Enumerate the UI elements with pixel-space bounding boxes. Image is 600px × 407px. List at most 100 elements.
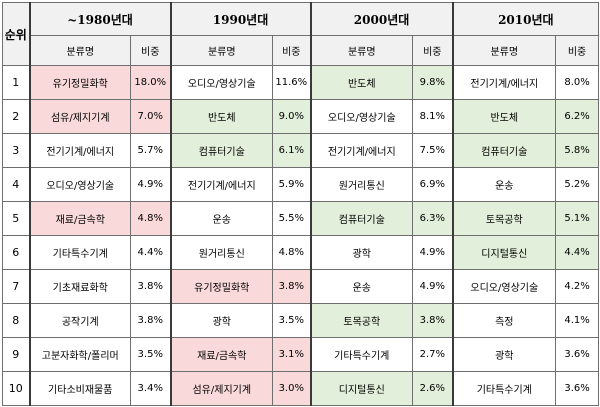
category-cell: 광학 [451, 337, 557, 372]
category-cell: 운송 [309, 269, 414, 304]
category-cell: 컴퓨터기술 [309, 201, 414, 236]
rank-cell: 4 [2, 167, 30, 202]
share-header: 비중 [129, 35, 172, 66]
share-cell: 3.8% [272, 269, 312, 304]
category-cell: 재료/금속학 [169, 337, 274, 372]
category-cell: 원거리통신 [309, 167, 414, 202]
column-header-row: 분류명 비중 분류명 비중 분류명 비중 분류명 비중 [3, 35, 600, 66]
rank-header: 순위 [2, 2, 30, 66]
share-cell: 18.0% [129, 65, 172, 100]
table-row: 4 오디오/영상기술 4.9% 전기기계/에너지 5.9% 원거리통신 6.9% 운송 5.2% [2, 167, 600, 202]
category-cell: 반도체 [451, 99, 557, 134]
category-cell: 오디오/영상기술 [451, 269, 557, 304]
share-cell: 11.6% [272, 65, 312, 100]
share-cell: 3.1% [272, 337, 312, 372]
rank-cell: 1 [2, 65, 30, 100]
category-cell: 디지털통신 [309, 371, 414, 406]
category-cell: 전기기계/에너지 [28, 133, 131, 168]
share-cell: 8.1% [412, 99, 454, 134]
share-cell: 5.2% [555, 167, 600, 202]
share-cell: 4.1% [555, 303, 600, 338]
share-header: 비중 [412, 35, 454, 66]
share-cell: 6.1% [272, 133, 312, 168]
category-cell: 전기기계/에너지 [169, 167, 274, 202]
table-body: 1 유기정밀화학 18.0% 오디오/영상기술 11.6% 반도체 9.8% 전기기계/에너지… [2, 65, 600, 406]
table-row: 10 기타소비재물품 3.4% 섬유/제지기계 3.0% 디지털통신 2.6% 기타특수기계 3… [2, 371, 600, 406]
category-cell: 원거리통신 [169, 235, 274, 270]
category-cell: 섬유/제지기계 [169, 371, 274, 406]
decade-header-1980s: ~1980년대 [28, 2, 172, 36]
share-cell: 4.4% [129, 235, 172, 270]
table-row: 6 기타특수기계 4.4% 원거리통신 4.8% 광학 4.9% 디지털통신 4.4% [2, 235, 600, 270]
category-cell: 유기정밀화학 [28, 65, 131, 100]
category-cell: 광학 [169, 303, 274, 338]
category-cell: 기타특수기계 [28, 235, 131, 270]
decade-header-2010s: 2010년대 [451, 2, 600, 36]
category-cell: 측정 [451, 303, 557, 338]
share-cell: 6.9% [412, 167, 454, 202]
category-cell: 기타특수기계 [309, 337, 414, 372]
category-cell: 토목공학 [309, 303, 414, 338]
rank-cell: 3 [2, 133, 30, 168]
share-header: 비중 [555, 35, 600, 66]
category-cell: 전기기계/에너지 [309, 133, 414, 168]
share-cell: 5.5% [272, 201, 312, 236]
category-cell: 섬유/제지기계 [28, 99, 131, 134]
share-cell: 3.5% [129, 337, 172, 372]
rank-cell: 10 [2, 371, 30, 406]
table-row: 7 기초재료화학 3.8% 유기정밀화학 3.8% 운송 4.9% 오디오/영상기술 4.2% [2, 269, 600, 304]
share-cell: 3.0% [272, 371, 312, 406]
share-cell: 4.4% [555, 235, 600, 270]
share-cell: 4.9% [412, 269, 454, 304]
share-cell: 5.1% [555, 201, 600, 236]
category-cell: 컴퓨터기술 [169, 133, 274, 168]
share-cell: 7.5% [412, 133, 454, 168]
category-cell: 공작기계 [28, 303, 131, 338]
rank-cell: 9 [2, 337, 30, 372]
category-cell: 반도체 [309, 65, 414, 100]
decade-header-row: 순위 ~1980년대 1990년대 2000년대 2010년대 [2, 2, 600, 66]
share-cell: 8.0% [555, 65, 600, 100]
category-cell: 운송 [169, 201, 274, 236]
table-row: 2 섬유/제지기계 7.0% 반도체 9.0% 오디오/영상기술 8.1% 반도체 6.2% [2, 99, 600, 134]
category-cell: 기타특수기계 [451, 371, 557, 406]
category-header: 분류명 [451, 35, 557, 66]
category-cell: 오디오/영상기술 [169, 65, 274, 100]
share-cell: 4.8% [129, 201, 172, 236]
share-cell: 4.8% [272, 235, 312, 270]
table-row: 1 유기정밀화학 18.0% 오디오/영상기술 11.6% 반도체 9.8% 전기기계/에너지… [2, 65, 600, 100]
category-cell: 토목공학 [451, 201, 557, 236]
category-cell: 컴퓨터기술 [451, 133, 557, 168]
share-cell: 5.7% [129, 133, 172, 168]
share-cell: 6.3% [412, 201, 454, 236]
share-cell: 9.0% [272, 99, 312, 134]
share-cell: 4.9% [412, 235, 454, 270]
share-cell: 4.9% [129, 167, 172, 202]
category-cell: 전기기계/에너지 [451, 65, 557, 100]
table-row: 5 재료/금속학 4.8% 운송 5.5% 컴퓨터기술 6.3% 토목공학 5.1% [2, 201, 600, 236]
category-cell: 오디오/영상기술 [28, 167, 131, 202]
share-cell: 3.8% [129, 269, 172, 304]
category-cell: 오디오/영상기술 [309, 99, 414, 134]
share-header: 비중 [272, 35, 312, 66]
rank-cell: 2 [2, 99, 30, 134]
category-cell: 재료/금속학 [28, 201, 131, 236]
category-cell: 기초재료화학 [28, 269, 131, 304]
table-row: 8 공작기계 3.8% 광학 3.5% 토목공학 3.8% 측정 4.1% [2, 303, 600, 338]
share-cell: 9.8% [412, 65, 454, 100]
category-cell: 유기정밀화학 [169, 269, 274, 304]
rank-cell: 8 [2, 303, 30, 338]
share-cell: 7.0% [129, 99, 172, 134]
share-cell: 3.8% [129, 303, 172, 338]
category-cell: 기타소비재물품 [28, 371, 131, 406]
share-cell: 3.6% [555, 371, 600, 406]
share-cell: 3.4% [129, 371, 172, 406]
share-cell: 2.7% [412, 337, 454, 372]
decade-header-2000s: 2000년대 [309, 2, 454, 36]
table-row: 9 고분자화학/폴리머 3.5% 재료/금속학 3.1% 기타특수기계 2.7% 광학 3.6% [2, 337, 600, 372]
share-cell: 5.8% [555, 133, 600, 168]
category-cell: 광학 [309, 235, 414, 270]
share-cell: 3.8% [412, 303, 454, 338]
rank-cell: 6 [2, 235, 30, 270]
